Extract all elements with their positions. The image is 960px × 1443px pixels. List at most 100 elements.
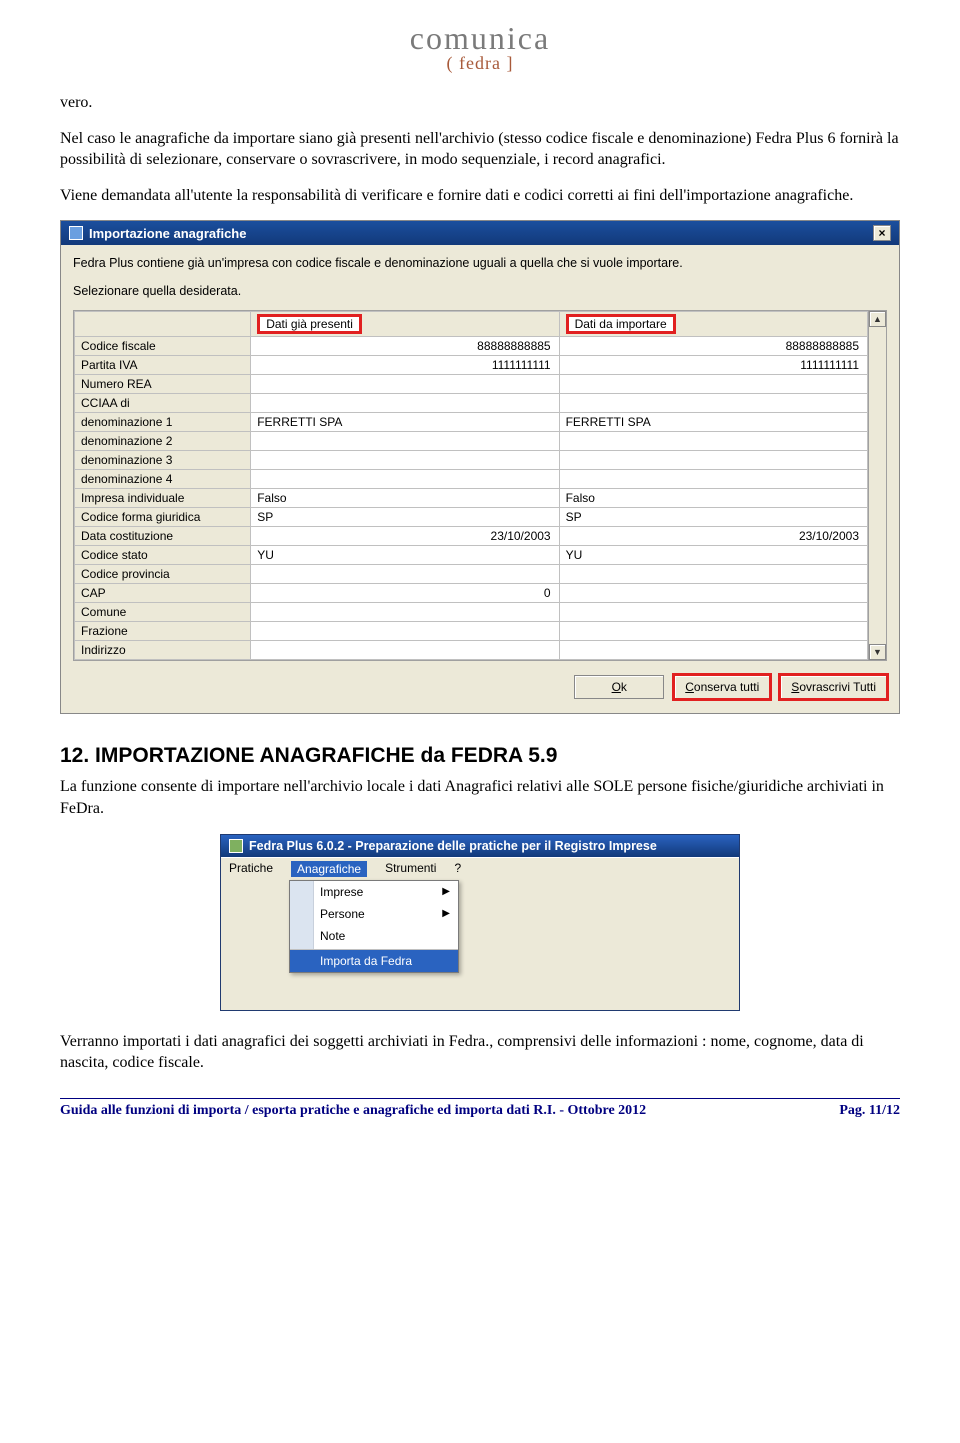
cell-import <box>559 470 867 489</box>
row-label: denominazione 1 <box>75 413 251 432</box>
cell-import: FERRETTI SPA <box>559 413 867 432</box>
grid-header-empty <box>75 312 251 337</box>
row-label: Partita IVA <box>75 356 251 375</box>
table-row: CAP0 <box>75 584 868 603</box>
menu-anagrafiche[interactable]: Anagrafiche <box>291 861 367 877</box>
row-label: Data costituzione <box>75 527 251 546</box>
row-label: denominazione 4 <box>75 470 251 489</box>
table-row: Numero REA <box>75 375 868 394</box>
table-row: Codice statoYUYU <box>75 546 868 565</box>
table-row: Codice forma giuridicaSPSP <box>75 508 868 527</box>
dialog-title: Importazione anagrafiche <box>89 226 246 241</box>
paragraph-5: Verranno importati i dati anagrafici dei… <box>60 1031 900 1074</box>
table-row: Indirizzo <box>75 641 868 660</box>
ok-button[interactable]: Ok <box>574 675 664 699</box>
table-row: Comune <box>75 603 868 622</box>
conserva-tutti-button[interactable]: Conserva tutti <box>674 675 770 699</box>
cell-import: SP <box>559 508 867 527</box>
table-row: denominazione 1FERRETTI SPAFERRETTI SPA <box>75 413 868 432</box>
menu-titlebar: Fedra Plus 6.0.2 - Preparazione delle pr… <box>221 835 739 857</box>
dropdown-item-persone[interactable]: Persone▶ <box>290 903 458 925</box>
row-label: Codice provincia <box>75 565 251 584</box>
row-label: Indirizzo <box>75 641 251 660</box>
cell-present: 88888888885 <box>251 337 559 356</box>
row-label: Codice stato <box>75 546 251 565</box>
cell-present: Falso <box>251 489 559 508</box>
dialog-button-row: Ok Conserva tutti Sovrascrivi Tutti <box>73 675 887 699</box>
cell-import <box>559 641 867 660</box>
cell-import <box>559 432 867 451</box>
grid-header-import: Dati da importare <box>559 312 867 337</box>
fedra-menu-window: Fedra Plus 6.0.2 - Preparazione delle pr… <box>220 834 740 1011</box>
cell-present: FERRETTI SPA <box>251 413 559 432</box>
cell-import: Falso <box>559 489 867 508</box>
comparison-grid: Dati già presenti Dati da importare Codi… <box>73 310 887 661</box>
sovrascrivi-tutti-button[interactable]: Sovrascrivi Tutti <box>780 675 887 699</box>
cell-present <box>251 603 559 622</box>
row-label: CCIAA di <box>75 394 251 413</box>
anagrafiche-dropdown: Imprese ▶ Persone▶ Note Importa da Fedra <box>289 880 459 973</box>
row-label: Impresa individuale <box>75 489 251 508</box>
cell-import <box>559 451 867 470</box>
footer-left: Guida alle funzioni di importa / esporta… <box>60 1103 646 1119</box>
cell-import <box>559 375 867 394</box>
grid-header-row: Dati già presenti Dati da importare <box>75 312 868 337</box>
table-row: Partita IVA11111111111111111111 <box>75 356 868 375</box>
cell-present: 0 <box>251 584 559 603</box>
cell-present <box>251 451 559 470</box>
cell-import: 88888888885 <box>559 337 867 356</box>
grid-header-present: Dati già presenti <box>251 312 559 337</box>
row-label: Codice forma giuridica <box>75 508 251 527</box>
paragraph-4: La funzione consente di importare nell'a… <box>60 776 900 819</box>
row-label: Frazione <box>75 622 251 641</box>
dropdown-item-importa-da-fedra[interactable]: Importa da Fedra <box>290 949 458 972</box>
row-label: denominazione 3 <box>75 451 251 470</box>
menu-pratiche[interactable]: Pratiche <box>229 861 273 877</box>
red-highlight-present: Dati già presenti <box>257 314 362 334</box>
dropdown-item-label: Imprese <box>320 885 363 899</box>
import-dialog: Importazione anagrafiche × Fedra Plus co… <box>60 220 900 714</box>
cell-present <box>251 622 559 641</box>
dropdown-item-label: Importa da Fedra <box>320 954 412 968</box>
menu-help[interactable]: ? <box>454 861 461 877</box>
cell-import <box>559 565 867 584</box>
menu-body: Imprese ▶ Persone▶ Note Importa da Fedra <box>221 880 739 1010</box>
table-row: Frazione <box>75 622 868 641</box>
cell-present <box>251 432 559 451</box>
menubar: Pratiche Anagrafiche Strumenti ? <box>221 857 739 880</box>
cell-present <box>251 641 559 660</box>
table-row: CCIAA di <box>75 394 868 413</box>
dropdown-item-label: Note <box>320 929 345 943</box>
dialog-titlebar: Importazione anagrafiche × <box>61 221 899 245</box>
dropdown-item-imprese[interactable]: Imprese ▶ <box>290 881 458 903</box>
dialog-message-2: Selezionare quella desiderata. <box>73 283 887 301</box>
cell-present <box>251 375 559 394</box>
menu-strumenti[interactable]: Strumenti <box>385 861 436 877</box>
row-label: CAP <box>75 584 251 603</box>
scroll-down-icon[interactable]: ▼ <box>869 644 886 660</box>
cell-present: SP <box>251 508 559 527</box>
paragraph-2: Nel caso le anagrafiche da importare sia… <box>60 128 900 171</box>
row-label: Numero REA <box>75 375 251 394</box>
cell-import <box>559 603 867 622</box>
cell-present <box>251 394 559 413</box>
paragraph-vero: vero. <box>60 92 900 114</box>
scroll-up-icon[interactable]: ▲ <box>869 311 886 327</box>
paragraph-3: Viene demandata all'utente la responsabi… <box>60 185 900 207</box>
cell-import: YU <box>559 546 867 565</box>
red-highlight-import: Dati da importare <box>566 314 676 334</box>
submenu-arrow-icon: ▶ <box>442 886 450 897</box>
table-row: Impresa individualeFalsoFalso <box>75 489 868 508</box>
section-12-heading: 12. IMPORTAZIONE ANAGRAFICHE da FEDRA 5.… <box>60 744 900 768</box>
table-row: Data costituzione23/10/200323/10/2003 <box>75 527 868 546</box>
table-row: denominazione 3 <box>75 451 868 470</box>
cell-present: 1111111111 <box>251 356 559 375</box>
scrollbar[interactable]: ▲ ▼ <box>868 311 886 660</box>
logo-bottom-text: ( fedra ] <box>60 53 900 74</box>
table-row: denominazione 4 <box>75 470 868 489</box>
page-footer: Guida alle funzioni di importa / esporta… <box>60 1098 900 1119</box>
menu-window-title: Fedra Plus 6.0.2 - Preparazione delle pr… <box>249 839 657 853</box>
dropdown-item-note[interactable]: Note <box>290 925 458 947</box>
close-button[interactable]: × <box>873 225 891 241</box>
dialog-message-1: Fedra Plus contiene già un'impresa con c… <box>73 255 887 273</box>
